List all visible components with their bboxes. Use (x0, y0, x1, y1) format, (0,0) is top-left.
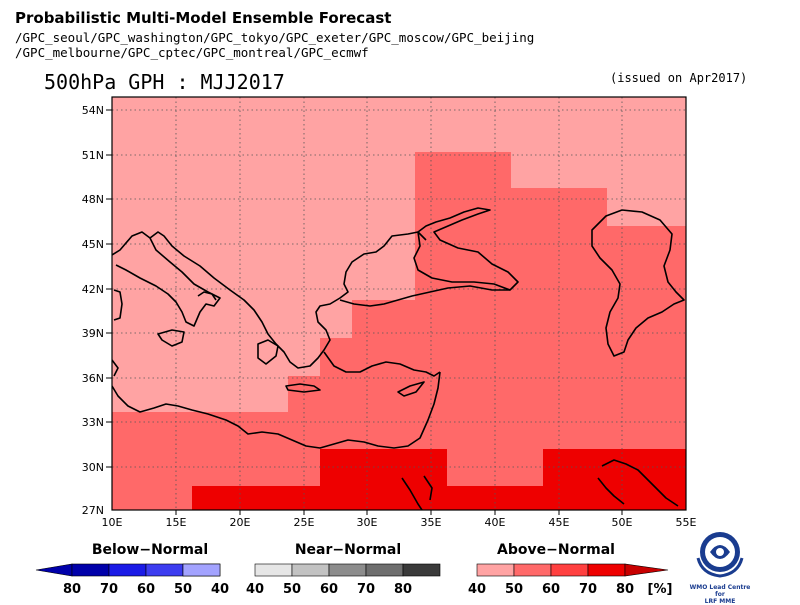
legend-above-normal (476, 563, 669, 577)
lat-label: 30N (82, 461, 104, 474)
lat-label: 33N (82, 416, 104, 429)
lon-label: 50E (612, 516, 633, 529)
legend-swatch (550, 563, 589, 577)
region-above-60 (192, 449, 686, 510)
graticule (112, 97, 686, 510)
lon-label: 30E (357, 516, 378, 529)
lat-label: 42N (82, 283, 104, 296)
legend-swatch (182, 563, 221, 577)
legend-swatch (365, 563, 404, 577)
legend-label: 50 (174, 582, 192, 597)
legend-below-arrow (35, 563, 73, 577)
legend-near-labels: 40 50 60 70 80 (246, 582, 412, 597)
lat-label: 36N (82, 372, 104, 385)
map-title: 500hPa GPH : MJJ2017 (44, 70, 285, 94)
legend-unit: [%] (648, 582, 673, 597)
longitude-labels: 10E 15E 20E 25E 30E 35E 40E 45E 50E 55E (102, 516, 697, 529)
legend-swatch (291, 563, 330, 577)
legend-above-arrow (624, 563, 669, 577)
legend-below-labels: 80 70 60 50 40 (63, 582, 229, 597)
legend-swatch (513, 563, 552, 577)
lat-label: 27N (82, 504, 104, 517)
legend-label: 70 (357, 582, 375, 597)
lon-label: 35E (421, 516, 442, 529)
legend-label: 40 (468, 582, 486, 597)
lat-label: 45N (82, 238, 104, 251)
legend-label: 70 (579, 582, 597, 597)
lon-label: 10E (102, 516, 123, 529)
legend-below-title: Below−Normal (91, 542, 209, 558)
legend-label: 60 (320, 582, 338, 597)
wmo-text-line1: WMO Lead Centre for (689, 584, 751, 598)
forecast-title: Probabilistic Multi-Model Ensemble Forec… (15, 9, 392, 27)
models-line-2: /GPC_melbourne/GPC_cptec/GPC_montreal/GP… (15, 45, 369, 60)
legend-swatch (402, 563, 441, 577)
legend-near-title: Near−Normal (294, 542, 402, 558)
legend-swatch (145, 563, 184, 577)
region-above-50 (112, 152, 686, 510)
legend-label: 80 (394, 582, 412, 597)
lon-label: 55E (676, 516, 697, 529)
lon-label: 45E (549, 516, 570, 529)
legend-swatch (587, 563, 626, 577)
legend-label: 60 (542, 582, 560, 597)
legend-label: 40 (211, 582, 229, 597)
lon-label: 15E (166, 516, 187, 529)
wmo-emblem-icon (696, 532, 744, 578)
legend-swatch (108, 563, 147, 577)
legend-above-title: Above−Normal (497, 542, 615, 558)
legend-swatch (328, 563, 367, 577)
legend-below-normal (35, 563, 221, 577)
legend-label: 80 (616, 582, 634, 597)
legend-swatch (71, 563, 110, 577)
legend-below-extra (182, 563, 221, 577)
lat-label: 54N (82, 104, 104, 117)
legend-swatch (254, 563, 293, 577)
legend-label: 70 (100, 582, 118, 597)
lon-label: 40E (485, 516, 506, 529)
lat-label: 51N (82, 149, 104, 162)
legend-label: 50 (283, 582, 301, 597)
legend-swatch (476, 563, 515, 577)
wmo-text-line2: LRF MME (704, 598, 736, 605)
legend-label: 50 (505, 582, 523, 597)
issued-date: (issued on Apr2017) (610, 71, 748, 85)
legend-label: 60 (137, 582, 155, 597)
wmo-logo: WMO Lead Centre for LRF MME (688, 528, 752, 605)
legend-near-normal (254, 563, 441, 577)
probability-regions (112, 97, 686, 510)
lon-label: 20E (230, 516, 251, 529)
legend-above-labels: 40 50 60 70 80 [%] (468, 582, 673, 597)
models-line-1: /GPC_seoul/GPC_washington/GPC_tokyo/GPC_… (15, 30, 535, 45)
lon-label: 25E (294, 516, 315, 529)
legend-label: 40 (246, 582, 264, 597)
legend-label: 80 (63, 582, 81, 597)
axis-ticks (106, 109, 623, 515)
lat-label: 48N (82, 193, 104, 206)
lat-label: 39N (82, 327, 104, 340)
map-frame (111, 96, 687, 511)
latitude-labels: 54N 51N 48N 45N 42N 39N 36N 33N 30N 27N (82, 104, 104, 517)
coastlines (112, 207, 685, 510)
